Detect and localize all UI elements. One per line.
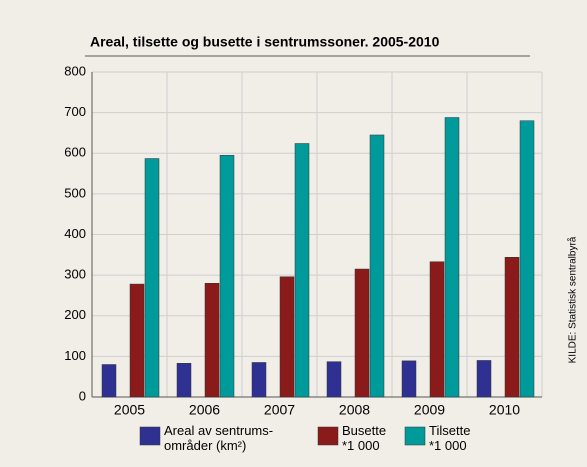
chart-title: Areal, tilsette og busette i sentrumsson… bbox=[90, 34, 440, 50]
bar bbox=[294, 143, 310, 398]
bar bbox=[444, 117, 460, 398]
bar bbox=[401, 360, 417, 398]
y-tick-label: 300 bbox=[64, 267, 86, 282]
bar bbox=[519, 120, 535, 398]
x-tick-label: 2008 bbox=[339, 402, 370, 418]
source: KILDE: Statistisk sentralbyrå bbox=[567, 236, 579, 363]
y-tick-label: 500 bbox=[64, 185, 86, 200]
bar bbox=[251, 362, 267, 398]
legend-label: Tilsette *1 000 bbox=[429, 423, 470, 453]
bar bbox=[219, 155, 235, 398]
y-tick-label: 0 bbox=[79, 388, 86, 403]
bar bbox=[429, 261, 445, 398]
bar bbox=[204, 283, 220, 398]
x-tick-label: 2009 bbox=[414, 402, 445, 418]
legend-swatch bbox=[404, 426, 426, 446]
y-tick-label: 700 bbox=[64, 104, 86, 119]
x-tick-label: 2010 bbox=[489, 402, 520, 418]
x-tick-label: 2005 bbox=[114, 402, 145, 418]
bar bbox=[129, 283, 145, 398]
bar bbox=[504, 257, 520, 398]
bar bbox=[326, 361, 342, 398]
bar bbox=[476, 360, 492, 398]
legend-swatch bbox=[139, 426, 161, 446]
legend-swatch bbox=[317, 426, 339, 446]
bar bbox=[144, 158, 160, 398]
bar bbox=[369, 134, 385, 398]
y-tick-label: 800 bbox=[64, 63, 86, 78]
legend-label: Busette *1 000 bbox=[342, 423, 386, 453]
x-tick-label: 2006 bbox=[189, 402, 220, 418]
x-tick-label: 2007 bbox=[264, 402, 295, 418]
bar bbox=[101, 364, 117, 398]
y-tick-label: 200 bbox=[64, 307, 86, 322]
y-tick-label: 600 bbox=[64, 145, 86, 160]
bar bbox=[279, 276, 295, 398]
y-tick-label: 100 bbox=[64, 348, 86, 363]
bar bbox=[176, 363, 192, 398]
bar bbox=[354, 268, 370, 398]
legend-label: Areal av sentrums-områder (km²) bbox=[164, 423, 273, 453]
y-tick-label: 400 bbox=[64, 226, 86, 241]
